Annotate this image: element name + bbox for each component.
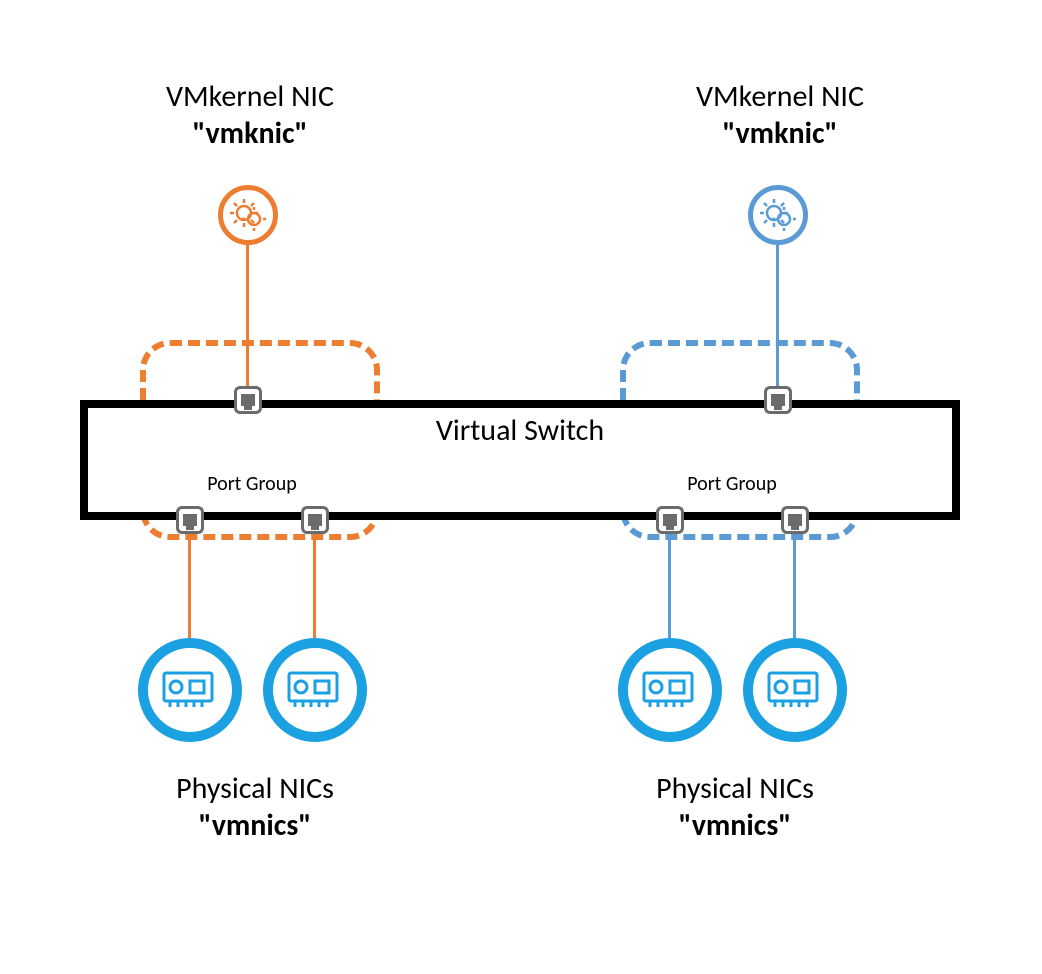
physical-nic-icon: [618, 638, 722, 742]
vswitch-label: Virtual Switch: [88, 412, 952, 449]
vmknic-icon-left: [218, 185, 278, 245]
vmknic-icon-right: [748, 185, 808, 245]
connection-line: [668, 534, 671, 638]
label-text: VMkernel NIC: [650, 78, 910, 115]
label-text-bold: "vmnics": [130, 807, 380, 844]
vmknic-label-right: VMkernel NIC "vmknic": [650, 78, 910, 152]
connection-line: [188, 534, 191, 638]
physical-nic-icon: [743, 638, 847, 742]
vmnics-label-left: Physical NICs "vmnics": [130, 770, 380, 844]
port-group-label-right: Port Group: [672, 472, 792, 496]
port-icon: [176, 506, 204, 534]
gear-icon: [758, 195, 798, 235]
port-icon: [781, 506, 809, 534]
nic-card-icon: [640, 665, 700, 715]
port-icon: [234, 386, 262, 414]
network-diagram: VMkernel NIC "vmknic" VMkernel NIC "vmkn…: [0, 0, 1042, 974]
port-icon: [764, 386, 792, 414]
virtual-switch: Virtual Switch: [80, 400, 960, 520]
port-icon: [656, 506, 684, 534]
label-text-bold: "vmknic": [120, 115, 380, 152]
connection-line: [313, 534, 316, 638]
connection-line: [776, 245, 779, 400]
vmknic-label-left: VMkernel NIC "vmknic": [120, 78, 380, 152]
nic-card-icon: [765, 665, 825, 715]
connection-line: [246, 245, 249, 400]
vmnics-label-right: Physical NICs "vmnics": [610, 770, 860, 844]
label-text: VMkernel NIC: [120, 78, 380, 115]
port-group-label-left: Port Group: [192, 472, 312, 496]
connection-line: [793, 534, 796, 638]
label-text-bold: "vmknic": [650, 115, 910, 152]
label-text-bold: "vmnics": [610, 807, 860, 844]
label-text: Physical NICs: [130, 770, 380, 807]
nic-card-icon: [160, 665, 220, 715]
physical-nic-icon: [263, 638, 367, 742]
physical-nic-icon: [138, 638, 242, 742]
gear-icon: [228, 195, 268, 235]
port-icon: [301, 506, 329, 534]
nic-card-icon: [285, 665, 345, 715]
label-text: Physical NICs: [610, 770, 860, 807]
